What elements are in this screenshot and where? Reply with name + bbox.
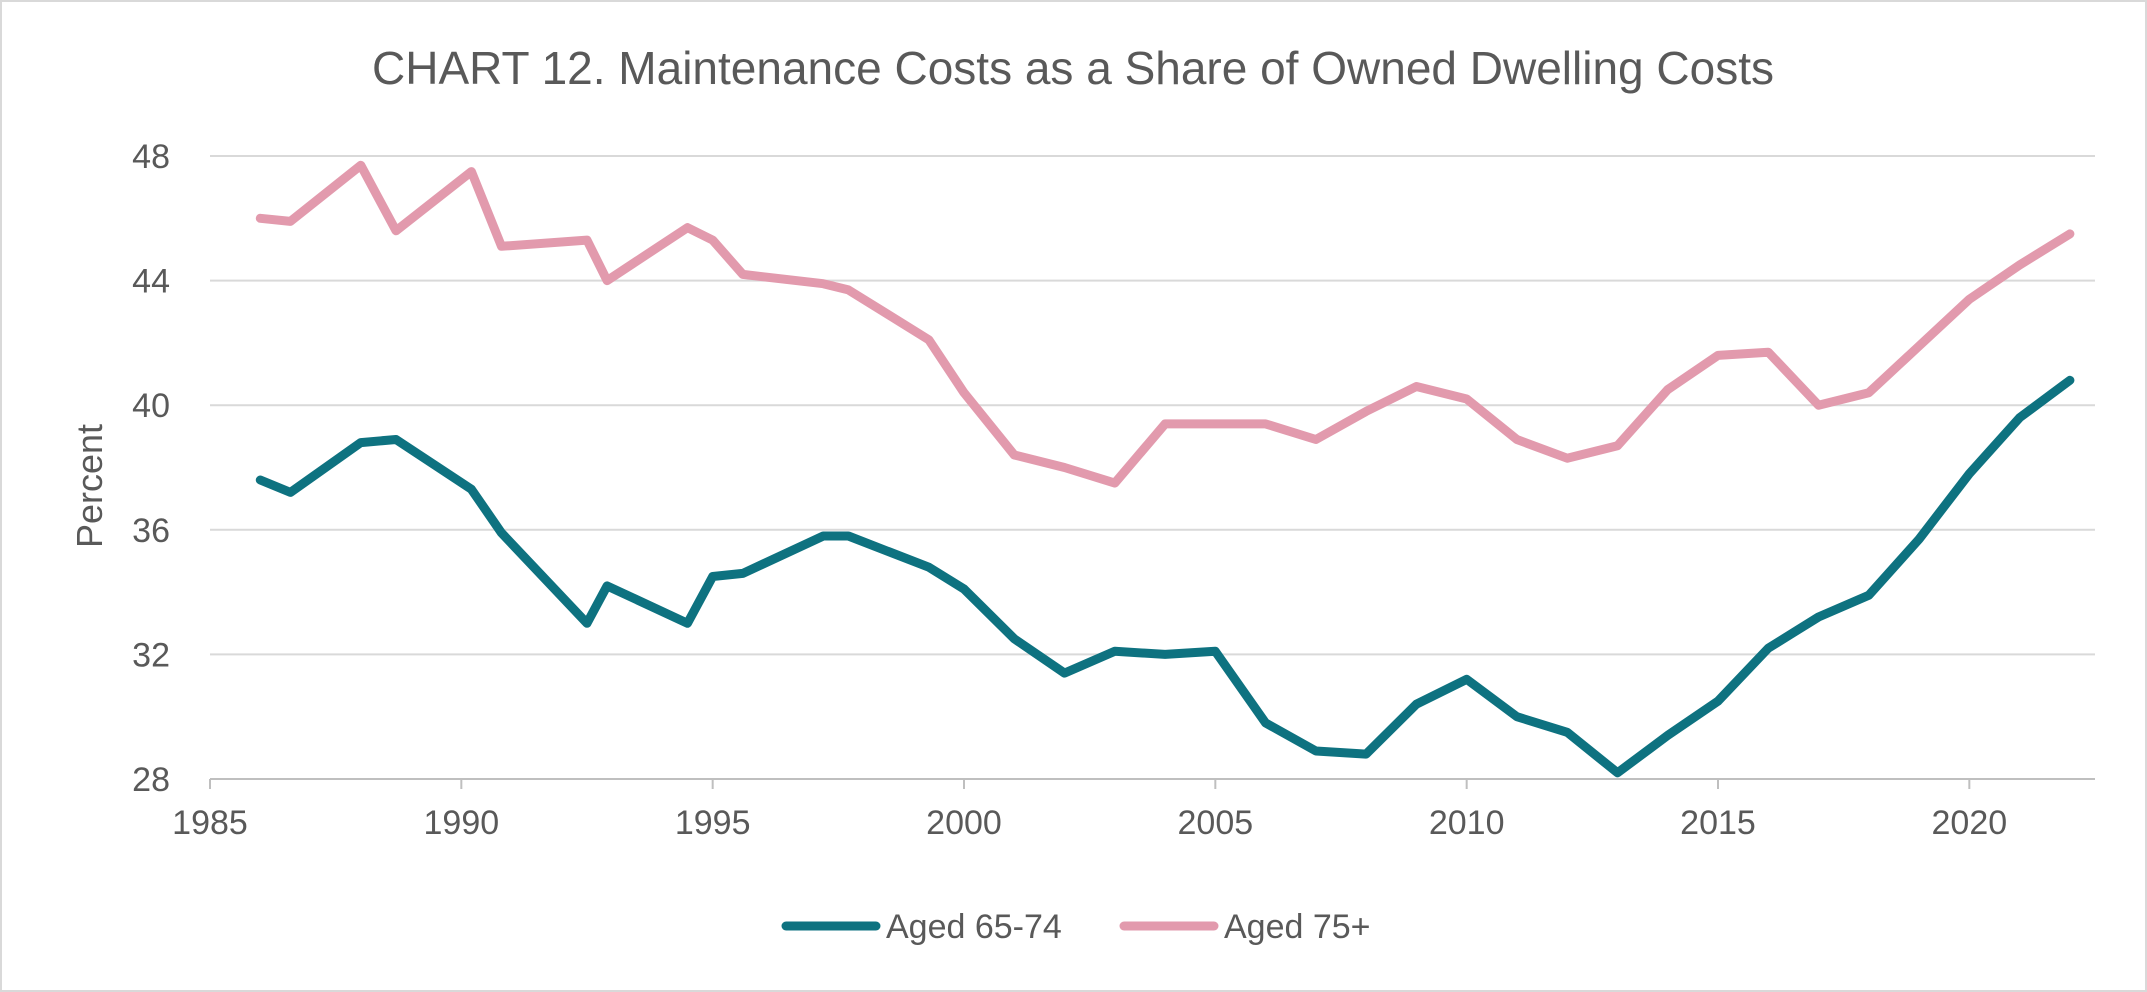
x-tick-label: 1990 — [424, 804, 500, 842]
x-tick-label: 1995 — [675, 804, 751, 842]
x-axis-tick-labels: 1985 1990 1995 2000 2005 2010 2015 2020 — [172, 804, 2007, 842]
x-tick-label: 2005 — [1178, 804, 1254, 842]
series-lines — [255, 160, 2075, 778]
series-line-aged-65-74 — [255, 375, 2075, 778]
y-tick-label: 28 — [132, 761, 170, 799]
legend-label: Aged 65-74 — [886, 908, 1062, 946]
x-tick-label: 2000 — [926, 804, 1002, 842]
series-line-aged-75- — [255, 160, 2075, 488]
gridlines — [210, 155, 2095, 656]
y-tick-label: 48 — [132, 138, 170, 176]
y-axis: 28 32 36 40 44 48 — [132, 138, 170, 799]
x-tick-label: 2010 — [1429, 804, 1505, 842]
x-tick-label: 2020 — [1932, 804, 2008, 842]
x-tick-label: 1985 — [172, 804, 248, 842]
y-tick-label: 36 — [132, 512, 170, 550]
chart-title: CHART 12. Maintenance Costs as a Share o… — [372, 42, 1774, 94]
y-tick-label: 40 — [132, 387, 170, 425]
y-tick-label: 44 — [132, 263, 170, 301]
x-axis — [209, 778, 2095, 789]
x-tick-label: 2015 — [1680, 804, 1756, 842]
legend-label: Aged 75+ — [1224, 908, 1371, 946]
legend: Aged 65-74 Aged 75+ — [781, 908, 1371, 946]
y-axis-title: Percent — [69, 424, 110, 548]
y-tick-label: 32 — [132, 636, 170, 674]
